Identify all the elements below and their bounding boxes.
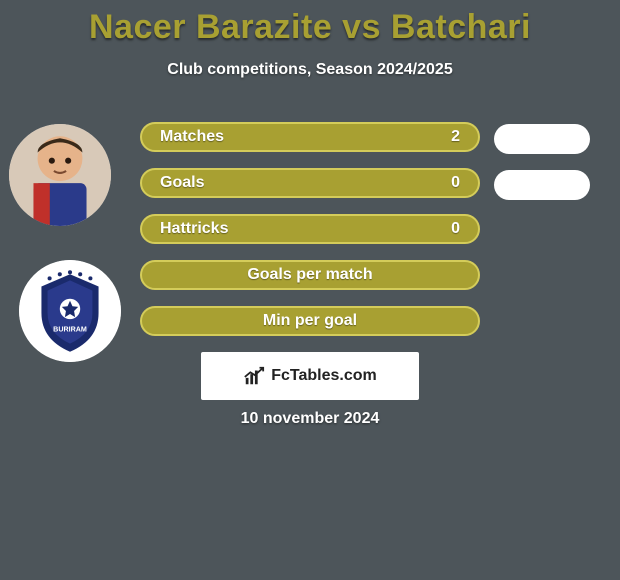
- brand-text: FcTables.com: [271, 367, 377, 385]
- subtitle: Club competitions, Season 2024/2025: [0, 61, 620, 79]
- player-avatar: [9, 124, 111, 226]
- stat-label: Goals per match: [247, 266, 372, 284]
- brand-badge: FcTables.com: [201, 352, 419, 400]
- crest-text: BURIRAM: [53, 325, 87, 333]
- stat-value: 0: [451, 220, 460, 238]
- stat-row-gpm: Goals per match: [140, 260, 480, 290]
- person-icon: [9, 124, 111, 226]
- stat-label: Min per goal: [263, 312, 357, 330]
- club-crest: BURIRAM: [19, 260, 121, 362]
- date-text: 10 november 2024: [0, 410, 620, 428]
- chart-icon: [243, 365, 265, 387]
- side-pill: [494, 170, 590, 200]
- stat-label: Goals: [160, 174, 204, 192]
- stat-row-goals: Goals 0: [140, 168, 480, 198]
- stat-row-mpg: Min per goal: [140, 306, 480, 336]
- stat-row-matches: Matches 2: [140, 122, 480, 152]
- stat-value: 0: [451, 174, 460, 192]
- stat-value: 2: [451, 128, 460, 146]
- stat-label: Hattricks: [160, 220, 228, 238]
- side-pill: [494, 124, 590, 154]
- crest-icon: BURIRAM: [19, 260, 121, 362]
- page-title: Nacer Barazite vs Batchari: [0, 0, 620, 47]
- stat-row-hattricks: Hattricks 0: [140, 214, 480, 244]
- stat-label: Matches: [160, 128, 224, 146]
- stats-container: Matches 2 Goals 0 Hattricks 0 Goals per …: [140, 122, 480, 352]
